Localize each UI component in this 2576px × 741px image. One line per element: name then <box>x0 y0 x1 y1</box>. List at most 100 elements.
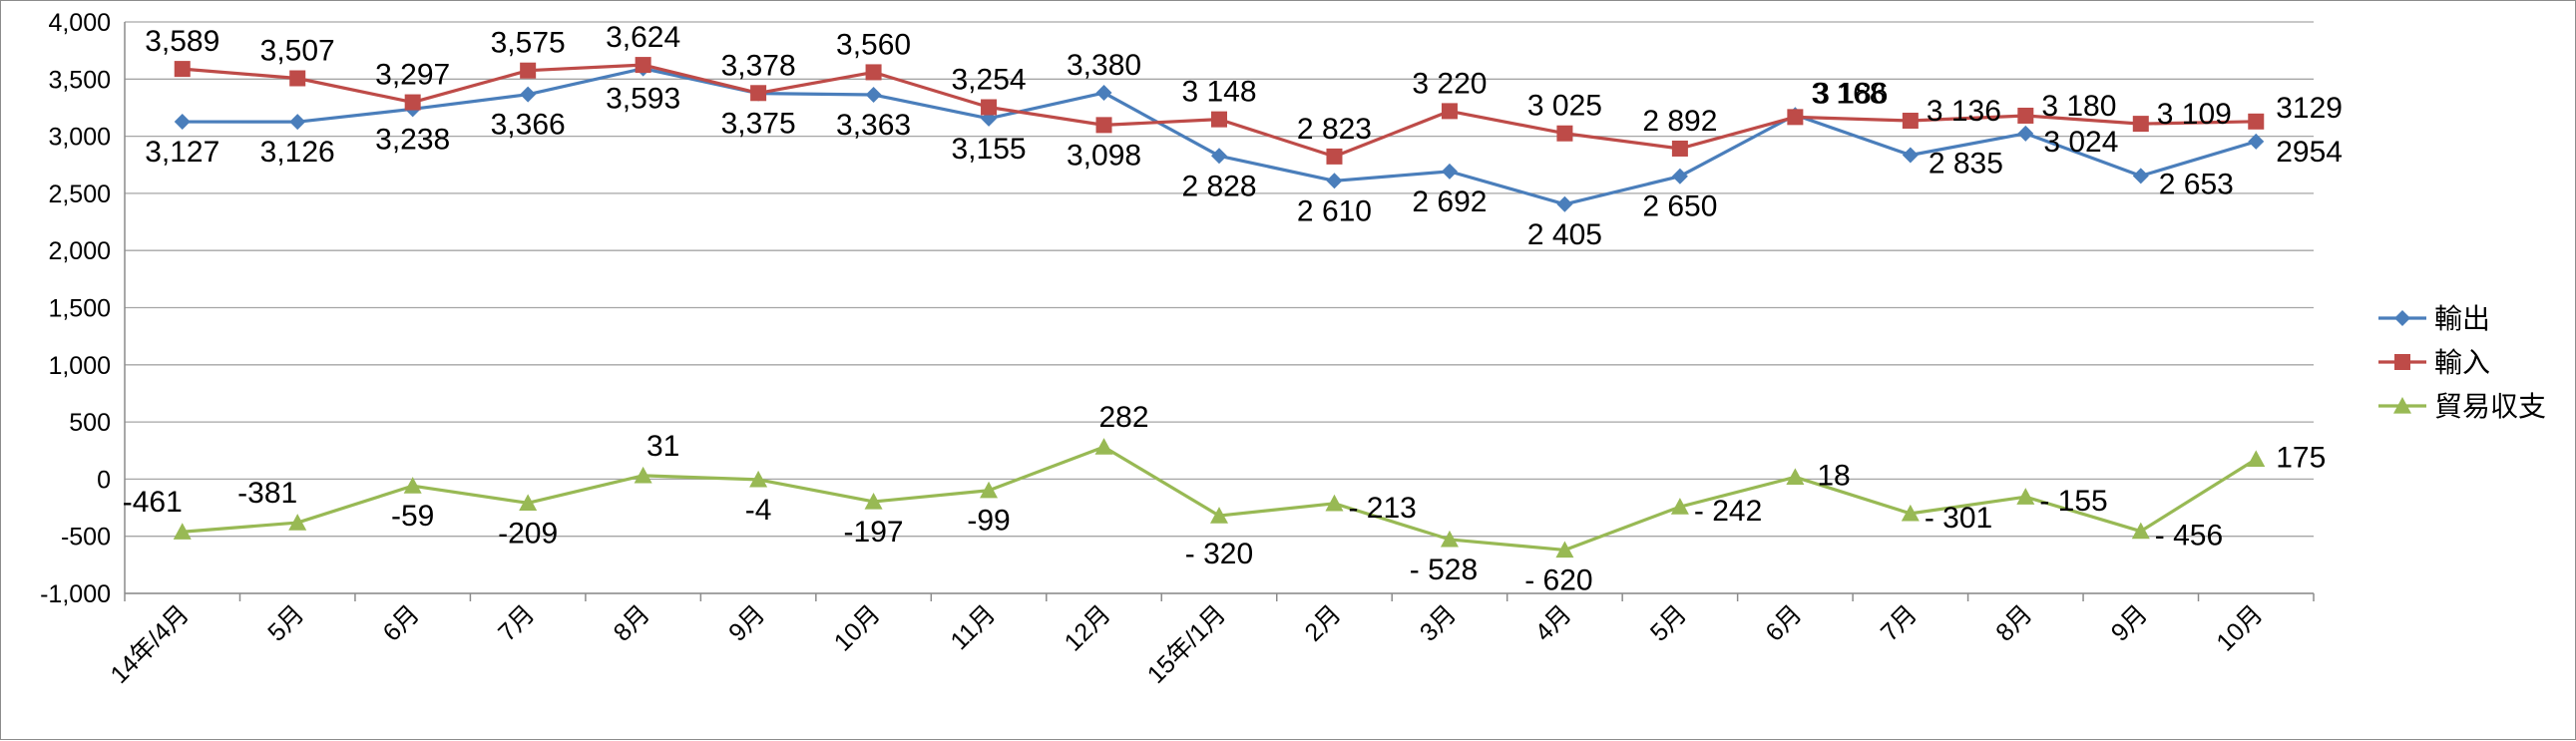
data-label: 3,378 <box>721 49 796 82</box>
legend-marker-貿易収支 <box>2393 397 2411 414</box>
data-point-輸出 <box>1671 168 1688 185</box>
x-tick-label: 11月 <box>945 599 1001 655</box>
y-tick-label: 4,000 <box>48 9 111 37</box>
data-point-貿易収支 <box>1901 504 1920 522</box>
data-label: 3 148 <box>1181 76 1256 109</box>
data-label: -461 <box>123 486 183 519</box>
data-label: 3,366 <box>491 109 566 142</box>
data-point-貿易収支 <box>403 477 422 494</box>
data-point-輸出 <box>865 87 882 104</box>
data-label: 2 892 <box>1642 105 1717 138</box>
x-tick-label: 10月 <box>829 599 886 656</box>
x-tick-label: 8月 <box>609 599 655 646</box>
data-point-輸出 <box>1556 195 1573 212</box>
data-point-輸入 <box>520 62 537 79</box>
data-point-輸入 <box>289 70 306 87</box>
data-label: - 213 <box>1348 492 1416 525</box>
y-tick-label: 0 <box>97 466 111 494</box>
data-label: 175 <box>2276 441 2326 474</box>
legend-label: 輸出 <box>2434 302 2490 335</box>
y-tick-label: 500 <box>69 409 111 437</box>
data-label: 2954 <box>2276 136 2343 169</box>
data-point-輸入 <box>1902 113 1919 130</box>
data-point-貿易収支 <box>519 494 538 512</box>
data-label: -4 <box>745 494 772 527</box>
data-label: 3 025 <box>1527 90 1602 123</box>
data-label: 3 180 <box>2041 90 2116 123</box>
x-tick-label: 3月 <box>1415 599 1462 646</box>
data-label: -197 <box>844 516 904 549</box>
data-label: 2 823 <box>1297 113 1372 146</box>
data-label: 3,363 <box>836 109 911 142</box>
data-point-輸出 <box>2132 168 2149 185</box>
data-point-輸入 <box>174 61 191 78</box>
x-tick-label: 6月 <box>378 599 425 646</box>
data-label: 3,589 <box>145 25 219 58</box>
data-label: 3,560 <box>836 28 911 61</box>
data-point-輸入 <box>865 64 882 81</box>
data-point-輸入 <box>1211 111 1227 128</box>
data-label: 18 <box>1817 459 1850 492</box>
data-point-輸出 <box>2017 125 2034 142</box>
legend-label: 輸入 <box>2434 346 2490 379</box>
data-point-貿易収支 <box>864 492 883 510</box>
data-label: 3,254 <box>952 63 1027 96</box>
data-label: - 320 <box>1185 538 1253 570</box>
y-tick-label: 2,000 <box>48 237 111 265</box>
data-label: 2 828 <box>1181 170 1256 202</box>
data-point-輸入 <box>2017 107 2034 124</box>
data-label: 3 136 <box>1927 95 2001 128</box>
series-layer <box>173 57 2266 558</box>
data-label: 3,575 <box>491 27 566 60</box>
data-label: 3,155 <box>952 133 1027 166</box>
data-point-貿易収支 <box>1670 498 1689 515</box>
data-label: -99 <box>967 505 1010 538</box>
data-label: 3 220 <box>1412 67 1487 100</box>
data-point-輸出 <box>1326 173 1343 189</box>
data-point-輸入 <box>1671 140 1688 157</box>
data-label: - 155 <box>2039 485 2107 518</box>
x-tick-label: 12月 <box>1060 599 1116 656</box>
data-label: 282 <box>1098 401 1148 434</box>
x-tick-label: 5月 <box>262 599 309 646</box>
data-point-輸出 <box>1095 85 1112 102</box>
data-label: 3,624 <box>606 21 680 54</box>
data-label: 3,507 <box>260 34 335 67</box>
data-point-貿易収支 <box>634 466 652 484</box>
data-label: 3,098 <box>1067 139 1141 172</box>
data-label: 3 109 <box>2157 98 2232 131</box>
data-point-貿易収支 <box>1094 438 1113 455</box>
x-tick-label: 15年/1月 <box>1142 599 1232 689</box>
data-point-貿易収支 <box>980 481 999 499</box>
data-point-輸入 <box>1441 103 1458 120</box>
data-point-貿易収支 <box>2247 450 2266 467</box>
y-tick-label: 1,500 <box>48 295 111 323</box>
y-tick-label: -1,000 <box>40 580 111 608</box>
data-point-貿易収支 <box>1210 507 1228 524</box>
x-tick-label: 9月 <box>723 599 770 646</box>
data-label: 3,375 <box>721 108 796 141</box>
x-tick-label: 8月 <box>1990 599 2037 646</box>
data-point-輸入 <box>1787 109 1804 126</box>
data-point-輸出 <box>1211 148 1227 165</box>
data-label: 3 024 <box>2043 126 2118 159</box>
data-label: 3,238 <box>375 123 450 156</box>
data-label: 3,297 <box>375 59 450 92</box>
legend-marker-輸入 <box>2394 354 2410 370</box>
data-label: 2 835 <box>1929 148 2003 181</box>
data-label: 2 650 <box>1642 190 1717 223</box>
data-point-輸出 <box>174 114 191 131</box>
data-point-貿易収支 <box>2016 488 2035 505</box>
data-point-貿易収支 <box>2131 522 2150 540</box>
data-point-輸出 <box>1902 147 1919 164</box>
legend-label: 貿易収支 <box>2434 390 2546 423</box>
x-tick-label: 5月 <box>1645 599 1692 646</box>
y-tick-label: 3,000 <box>48 124 111 152</box>
data-point-貿易収支 <box>1786 468 1805 485</box>
legend-marker-輸出 <box>2394 310 2410 326</box>
data-label: 3,126 <box>260 136 335 169</box>
y-tick-label: -500 <box>61 524 111 552</box>
data-label: 2 692 <box>1412 185 1487 218</box>
data-point-輸出 <box>289 114 306 131</box>
